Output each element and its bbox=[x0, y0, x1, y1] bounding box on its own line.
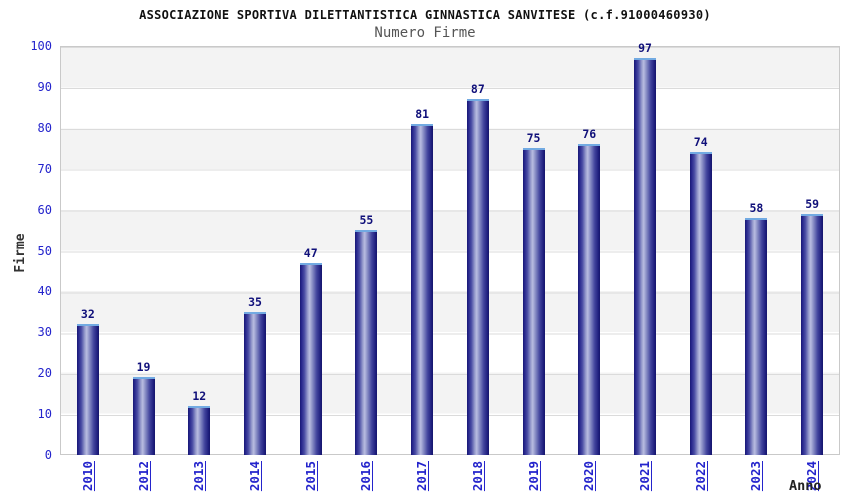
bar-2016 bbox=[355, 230, 378, 455]
y-tick-label: 40 bbox=[37, 284, 52, 299]
y-tick-label: 80 bbox=[37, 120, 52, 135]
y-tick-label: 0 bbox=[44, 448, 52, 462]
bar-2017 bbox=[411, 124, 434, 455]
x-axis-title: Anno bbox=[789, 478, 822, 494]
x-axis-labels: 2010 2012 2013 2014 2015 2016 2017 2018 2019 2020… bbox=[60, 455, 840, 500]
bar-2014 bbox=[244, 312, 266, 455]
y-tick-label: 50 bbox=[37, 243, 52, 258]
y-tick-label: 20 bbox=[37, 366, 52, 381]
year-link-2016[interactable]: 2016 bbox=[358, 461, 374, 492]
y-tick-label: 70 bbox=[37, 161, 52, 176]
chart-subtitle: Numero Firme bbox=[374, 25, 476, 41]
year-link-2015[interactable]: 2015 bbox=[302, 461, 318, 492]
year-link-2021[interactable]: 2021 bbox=[637, 461, 652, 492]
y-tick-label: 30 bbox=[37, 325, 52, 340]
year-link-2012[interactable]: 2012 bbox=[135, 461, 151, 492]
bar-value-label: 32 bbox=[80, 307, 95, 321]
bar-2012 bbox=[132, 377, 155, 455]
year-link-2017[interactable]: 2017 bbox=[414, 461, 430, 492]
year-link-2014[interactable]: 2014 bbox=[247, 461, 262, 492]
bar-2024 bbox=[801, 214, 824, 455]
year-link-2010[interactable]: 2010 bbox=[79, 461, 95, 492]
year-link-2018[interactable]: 2018 bbox=[469, 461, 485, 492]
year-link-2020[interactable]: 2020 bbox=[581, 461, 597, 492]
bar-value-label: 97 bbox=[638, 41, 652, 55]
bar-2022 bbox=[689, 152, 712, 455]
bar-value-label: 76 bbox=[582, 127, 597, 141]
bar-value-label: 19 bbox=[136, 360, 151, 374]
bar-2015 bbox=[299, 263, 322, 455]
y-tick-label: 60 bbox=[37, 202, 52, 217]
bar-2023 bbox=[745, 218, 768, 455]
bar-2018 bbox=[466, 99, 489, 455]
bar-value-label: 87 bbox=[470, 82, 485, 96]
y-tick-label: 100 bbox=[30, 39, 52, 53]
bar-value-label: 12 bbox=[192, 389, 207, 403]
bar-2020 bbox=[578, 144, 601, 455]
bar-2013 bbox=[188, 406, 211, 455]
y-tick-label: 90 bbox=[37, 79, 52, 94]
bar-value-label: 35 bbox=[248, 295, 262, 309]
bar-value-label: 55 bbox=[359, 213, 374, 227]
chart-title: ASSOCIAZIONE SPORTIVA DILETTANTISTICA GI… bbox=[139, 8, 711, 22]
bar-value-label: 81 bbox=[415, 107, 430, 121]
bar-value-label: 75 bbox=[526, 131, 541, 145]
year-link-2019[interactable]: 2019 bbox=[525, 461, 541, 492]
bar-2021 bbox=[634, 58, 656, 455]
year-link-2023[interactable]: 2023 bbox=[748, 461, 764, 492]
y-tick-label: 10 bbox=[37, 407, 52, 422]
bar-2019 bbox=[522, 148, 545, 455]
bar-value-label: 74 bbox=[693, 135, 708, 149]
bar-value-label: 59 bbox=[805, 197, 820, 211]
bar-value-label: 58 bbox=[749, 201, 764, 215]
year-link-2013[interactable]: 2013 bbox=[191, 461, 207, 492]
bar-2010 bbox=[76, 324, 99, 455]
bar-value-label: 47 bbox=[303, 246, 318, 260]
year-link-2022[interactable]: 2022 bbox=[692, 461, 708, 492]
y-axis-ticks: 0 10 20 30 40 50 60 70 80 90 100 bbox=[0, 39, 52, 462]
bars-layer: 32 19 12 35 47 55 81 87 75 76 97 74 58 59 bbox=[60, 42, 840, 455]
